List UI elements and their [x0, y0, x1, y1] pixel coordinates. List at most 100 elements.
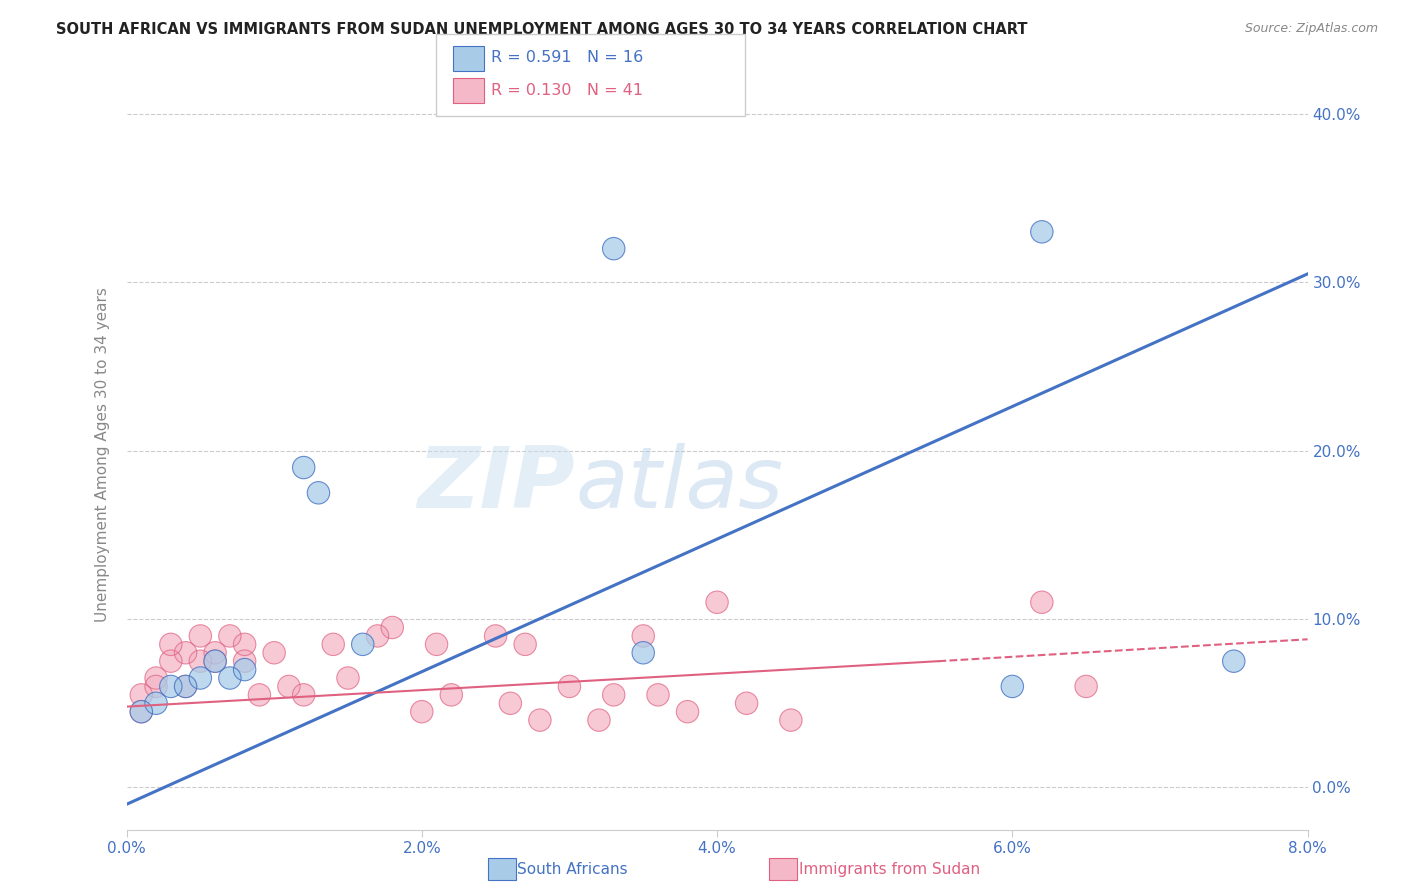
Point: [1223, 654, 1246, 668]
Point: [647, 688, 669, 702]
Point: [440, 688, 463, 702]
Point: [588, 713, 610, 727]
Point: [411, 705, 433, 719]
Point: [174, 680, 197, 694]
Point: [204, 646, 226, 660]
Point: [633, 646, 655, 660]
Point: [204, 654, 226, 668]
Point: [174, 680, 197, 694]
Point: [160, 654, 183, 668]
Point: [129, 688, 153, 702]
Point: [174, 646, 197, 660]
Point: [204, 654, 226, 668]
Point: [307, 485, 329, 500]
Point: [174, 680, 197, 694]
Point: [1001, 680, 1024, 694]
Point: [411, 705, 433, 719]
Point: [129, 705, 153, 719]
Point: [219, 671, 242, 685]
Point: [204, 646, 226, 660]
Point: [145, 696, 167, 710]
Point: [292, 460, 315, 475]
Point: [278, 680, 301, 694]
Point: [160, 680, 183, 694]
Point: [1223, 654, 1246, 668]
Point: [529, 713, 551, 727]
Point: [337, 671, 360, 685]
Point: [706, 595, 728, 609]
Point: [188, 654, 212, 668]
Point: [145, 671, 167, 685]
Point: [484, 629, 508, 643]
Point: [322, 637, 344, 651]
Point: [145, 671, 167, 685]
Point: [352, 637, 374, 651]
Point: [633, 629, 655, 643]
Text: ZIP: ZIP: [418, 443, 575, 526]
Point: [603, 242, 626, 256]
Text: Immigrants from Sudan: Immigrants from Sudan: [799, 863, 980, 877]
Point: [603, 242, 626, 256]
Text: SOUTH AFRICAN VS IMMIGRANTS FROM SUDAN UNEMPLOYMENT AMONG AGES 30 TO 34 YEARS CO: SOUTH AFRICAN VS IMMIGRANTS FROM SUDAN U…: [56, 22, 1028, 37]
Point: [174, 646, 197, 660]
Point: [129, 688, 153, 702]
Point: [735, 696, 758, 710]
Point: [278, 680, 301, 694]
Point: [484, 629, 508, 643]
Point: [188, 654, 212, 668]
Point: [1076, 680, 1098, 694]
Point: [779, 713, 801, 727]
Point: [204, 654, 226, 668]
Point: [1076, 680, 1098, 694]
Point: [440, 688, 463, 702]
Point: [233, 654, 256, 668]
Text: Source: ZipAtlas.com: Source: ZipAtlas.com: [1244, 22, 1378, 36]
Point: [1031, 595, 1053, 609]
Point: [129, 705, 153, 719]
Point: [779, 713, 801, 727]
Point: [1001, 680, 1024, 694]
Point: [676, 705, 699, 719]
Point: [426, 637, 449, 651]
Point: [633, 629, 655, 643]
Point: [233, 637, 256, 651]
Y-axis label: Unemployment Among Ages 30 to 34 years: Unemployment Among Ages 30 to 34 years: [94, 287, 110, 623]
Point: [676, 705, 699, 719]
Point: [292, 688, 315, 702]
Point: [160, 654, 183, 668]
Point: [735, 696, 758, 710]
Point: [233, 654, 256, 668]
Point: [558, 680, 581, 694]
Point: [1031, 225, 1053, 239]
Point: [249, 688, 271, 702]
Point: [188, 671, 212, 685]
Text: atlas: atlas: [575, 443, 783, 526]
Point: [145, 696, 167, 710]
Point: [219, 629, 242, 643]
Point: [381, 620, 404, 634]
Point: [603, 688, 626, 702]
Point: [603, 688, 626, 702]
Point: [426, 637, 449, 651]
Point: [352, 637, 374, 651]
Point: [129, 705, 153, 719]
Point: [129, 705, 153, 719]
Point: [233, 663, 256, 677]
Point: [515, 637, 537, 651]
Text: R = 0.591   N = 16: R = 0.591 N = 16: [491, 51, 643, 65]
Point: [499, 696, 522, 710]
Point: [160, 637, 183, 651]
Point: [233, 663, 256, 677]
Point: [337, 671, 360, 685]
Point: [292, 460, 315, 475]
Point: [558, 680, 581, 694]
Point: [145, 680, 167, 694]
Point: [263, 646, 285, 660]
Point: [647, 688, 669, 702]
Point: [1031, 225, 1053, 239]
Point: [160, 680, 183, 694]
Point: [188, 671, 212, 685]
Point: [219, 671, 242, 685]
Point: [529, 713, 551, 727]
Point: [367, 629, 389, 643]
